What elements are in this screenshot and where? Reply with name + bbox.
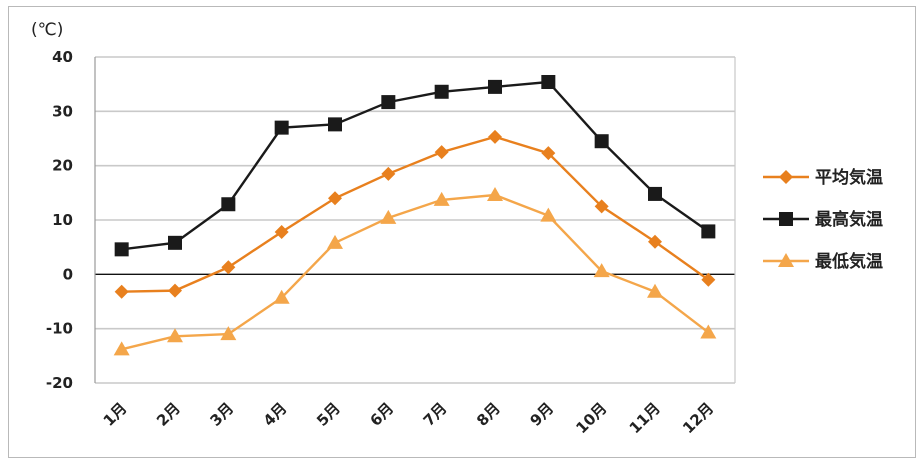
x-tick-label: 10月: [572, 399, 610, 437]
data-point: [381, 95, 396, 110]
data-point: [701, 272, 716, 287]
x-tick-labels: 1月 2月 3月 4月 5月 6月 7月 8月 9月 10月 11月 12月: [100, 399, 717, 437]
series-line: [121, 80, 710, 251]
x-tick-label: 9月: [526, 399, 557, 430]
legend-label: 平均気温: [815, 167, 883, 188]
legend-item: 最低気温: [763, 251, 883, 272]
x-tick-label: 7月: [420, 399, 451, 430]
data-point: [221, 197, 236, 212]
legend-item: 最高気温: [763, 209, 883, 230]
x-tick-label: 3月: [206, 399, 237, 430]
data-point: [779, 170, 793, 184]
y-tick-label: -20: [46, 374, 73, 392]
y-tick-label: 0: [63, 265, 73, 283]
data-point: [434, 84, 449, 99]
data-point: [593, 263, 610, 278]
y-tick-label: 30: [52, 102, 73, 120]
data-point: [648, 234, 662, 249]
data-point: [648, 186, 662, 201]
data-point: [168, 235, 182, 250]
data-point: [433, 191, 450, 206]
data-point: [779, 212, 793, 226]
series-square: [114, 74, 716, 257]
data-point: [273, 289, 290, 304]
x-tick-label: 5月: [313, 399, 344, 430]
data-point: [701, 224, 716, 239]
data-point: [700, 324, 717, 339]
x-tick-label: 1月: [100, 399, 131, 430]
data-point: [594, 199, 609, 214]
legend-item: 平均気温: [763, 167, 883, 188]
data-point: [220, 326, 237, 341]
data-point: [328, 117, 342, 132]
x-tick-label: 6月: [366, 399, 397, 430]
y-tick-label: 20: [52, 157, 73, 175]
data-point: [274, 224, 289, 239]
series-diamond: [114, 129, 716, 299]
data-point: [540, 207, 557, 222]
data-point: [487, 187, 503, 202]
data-point: [328, 191, 342, 206]
series-triangle: [113, 187, 717, 356]
data-point: [434, 145, 449, 160]
data-point: [541, 146, 556, 161]
data-point: [114, 242, 129, 257]
unit-label: (℃): [31, 20, 63, 40]
y-tick-label: -10: [46, 320, 73, 338]
data-point: [647, 283, 663, 298]
data-point: [113, 341, 130, 356]
data-point: [168, 283, 182, 298]
data-point: [114, 284, 129, 299]
x-tick-label: 12月: [679, 399, 717, 437]
y-tick-labels: 40 30 20 10 0 -10 -20: [46, 48, 73, 392]
data-point: [380, 209, 397, 224]
chart-frame: (℃) 40 30 20 10 0 -10 -20 1月 2月 3月 4月 5月 6月 7月 8月 9月 10…: [8, 6, 916, 458]
x-tick-label: 4月: [260, 399, 291, 430]
data-point: [327, 234, 343, 249]
gridlines: [94, 56, 736, 384]
data-point: [594, 134, 609, 149]
temperature-line-chart: (℃) 40 30 20 10 0 -10 -20 1月 2月 3月 4月 5月 6月 7月 8月 9月 10…: [31, 20, 883, 437]
data-point: [541, 74, 556, 89]
x-tick-label: 2月: [153, 399, 184, 430]
data-point: [488, 79, 502, 94]
x-tick-label: 11月: [626, 399, 664, 437]
legend-label: 最高気温: [815, 209, 883, 230]
legend-label: 最低気温: [815, 251, 883, 272]
data-point: [488, 129, 502, 144]
data-point: [221, 260, 236, 275]
series-line: [121, 135, 710, 293]
y-tick-label: 40: [52, 48, 73, 66]
series-lines: [113, 74, 717, 356]
data-point: [381, 166, 396, 181]
y-tick-label: 10: [52, 211, 73, 229]
series-line: [121, 193, 710, 351]
x-tick-label: 8月: [473, 399, 504, 430]
data-point: [167, 328, 183, 343]
data-point: [274, 120, 289, 135]
data-point: [778, 253, 794, 267]
